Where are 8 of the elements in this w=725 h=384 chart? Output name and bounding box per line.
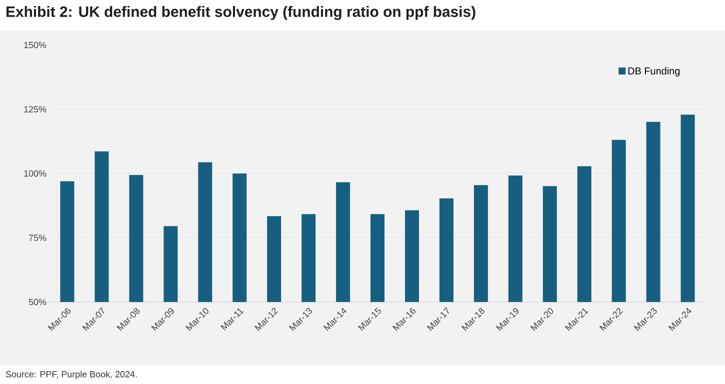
legend-label: DB Funding — [628, 67, 680, 76]
y-tick-label: 100% — [24, 170, 46, 177]
source-note: Source: PPF, Purple Book, 2024. — [6, 370, 137, 380]
y-tick-label: 150% — [24, 42, 46, 48]
y-tick-label: 50% — [28, 298, 46, 306]
y-tick-label: 75% — [28, 234, 46, 241]
y-tick-label: 125% — [24, 106, 46, 112]
chart-title: Exhibit 2: UK defined benefit solvency (funding ratio on ppf basis) — [6, 6, 476, 20]
